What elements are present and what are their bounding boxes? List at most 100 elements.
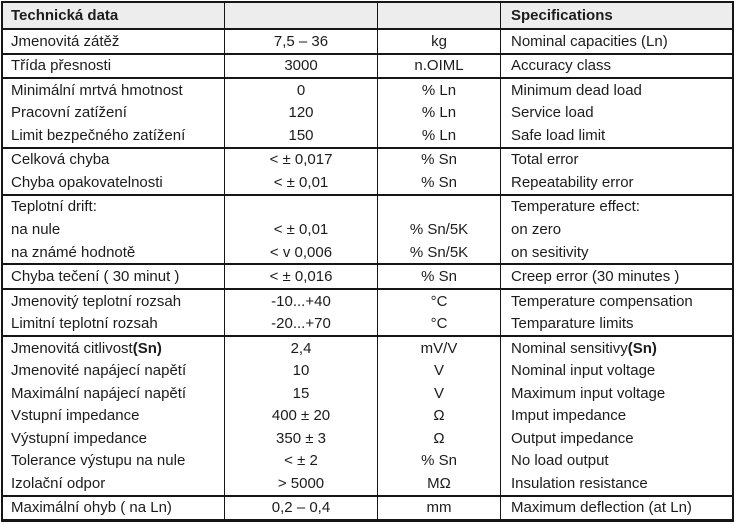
- cell-value: 400 ± 20: [225, 404, 378, 427]
- cell-unit: MΩ: [378, 472, 501, 495]
- table-row: Tolerance výstupu na nule < ± 2 % Sn No loa…: [3, 449, 732, 473]
- table-group: Jmenovitý teplotní rozsah -10...+40 °C Temp…: [3, 287, 732, 335]
- table-row: Vstupní impedance 400 ± 20 Ω Imput impedanc…: [3, 404, 732, 427]
- cell-unit-text: % Ln: [421, 126, 457, 144]
- cell-unit-text: % Sn: [421, 268, 457, 286]
- cell-english-label: Maximum input voltage: [501, 382, 732, 405]
- cell-value-text: 15: [292, 384, 310, 402]
- cell-unit: % Ln: [378, 101, 501, 125]
- header-value-column: [225, 3, 378, 28]
- cell-value: [225, 195, 378, 219]
- cell-czech-label: Jmenovité napájecí napětí: [3, 359, 225, 382]
- header-english-title: Specifications: [511, 7, 613, 24]
- cell-unit: Ω: [378, 426, 501, 450]
- cell-czech-label: Výstupní impedance: [3, 426, 225, 450]
- cell-english-label-text: Service load: [511, 104, 594, 122]
- cell-value: < ± 0,016: [225, 265, 378, 288]
- cell-unit-text: Ω: [433, 407, 445, 425]
- cell-unit-text: kg: [431, 32, 447, 50]
- cell-czech-label-text: Limit bezpečného zatížení: [11, 126, 186, 144]
- table-row: na známé hodnotě < v 0,006 % Sn/5K on sesit…: [3, 240, 732, 264]
- cell-czech-label-text: Maximální napájecí napětí: [11, 384, 187, 402]
- cell-value: > 5000: [225, 472, 378, 495]
- cell-value-text: 350 ± 3: [276, 429, 326, 447]
- cell-english-label-text: Temparature limits: [511, 315, 634, 333]
- cell-english-label-text: Insulation resistance: [511, 474, 648, 492]
- cell-czech-label: Třída přesnosti: [3, 54, 225, 78]
- cell-czech-label: Izolační odpor: [3, 472, 225, 495]
- cell-czech-label-text: Jmenovitá citlivost: [11, 339, 133, 357]
- cell-english-label: Minimum dead load: [501, 79, 732, 102]
- cell-czech-label-text: na známé hodnotě: [11, 243, 136, 261]
- cell-english-label-text: Creep error (30 minutes ): [511, 268, 680, 286]
- cell-czech-label-text: Maximální ohyb ( na Ln): [11, 499, 172, 517]
- cell-english-label: Imput impedance: [501, 404, 732, 427]
- cell-value-text: < ± 0,01: [273, 220, 329, 238]
- cell-value: 3000: [225, 54, 378, 78]
- cell-unit: kg: [378, 30, 501, 53]
- cell-english-label: Output impedance: [501, 427, 732, 450]
- cell-english-label-text: Minimum dead load: [511, 81, 642, 99]
- cell-czech-label: Jmenovitý teplotní rozsah: [3, 289, 225, 313]
- cell-czech-label: Limitní teplotní rozsah: [3, 312, 225, 335]
- cell-unit: % Sn: [378, 449, 501, 473]
- table-body: Jmenovitá zátěž 7,5 – 36 kg Nominal capacit…: [3, 28, 732, 520]
- cell-unit: V: [378, 359, 501, 382]
- cell-unit: % Sn/5K: [378, 218, 501, 241]
- cell-czech-label-text: na nule: [11, 220, 61, 238]
- cell-english-label: Safe load limit: [501, 124, 732, 147]
- cell-english-label: Temparature limits: [501, 312, 732, 335]
- cell-czech-label: Teplotní drift:: [3, 195, 225, 219]
- table-row: Jmenovitá citlivost (Sn) 2,4 mV/V Nominal s…: [3, 336, 732, 360]
- table-group: Celková chyba < ± 0,017 % Sn Total error Chy…: [3, 146, 732, 194]
- table-row: Limitní teplotní rozsah -20...+70 °C Tempar…: [3, 312, 732, 335]
- cell-unit: % Sn: [378, 148, 501, 172]
- cell-czech-label: na známé hodnotě: [3, 240, 225, 264]
- cell-czech-label-text: Pracovní zatížení: [11, 104, 127, 122]
- cell-english-label-text: Temperature effect:: [511, 198, 640, 216]
- cell-value: < ± 0,01: [225, 171, 378, 194]
- table-row: Limit bezpečného zatížení 150 % Ln Safe loa…: [3, 124, 732, 147]
- cell-english-label: No load output: [501, 450, 732, 473]
- cell-english-label: Accuracy class: [501, 55, 732, 78]
- cell-unit-text: V: [433, 384, 444, 402]
- cell-english-label-text: Nominal capacities (Ln): [511, 32, 668, 50]
- cell-value: 10: [225, 359, 378, 382]
- table-row: Pracovní zatížení 120 % Ln Service load: [3, 101, 732, 125]
- cell-english-label: Nominal capacities (Ln): [501, 30, 732, 53]
- cell-unit: % Ln: [378, 124, 501, 147]
- cell-english-label-text: Accuracy class: [511, 57, 612, 75]
- cell-unit-text: mm: [426, 499, 452, 517]
- cell-value-text: 120: [288, 104, 314, 122]
- cell-czech-label-text: Limitní teplotní rozsah: [11, 315, 158, 333]
- cell-value: -20...+70: [225, 312, 378, 335]
- cell-unit-text: MΩ: [427, 474, 451, 492]
- table-row: Jmenovité napájecí napětí 10 V Nominal inpu…: [3, 359, 732, 382]
- cell-czech-label: Pracovní zatížení: [3, 101, 225, 125]
- cell-english-label: Temperature effect:: [501, 196, 732, 219]
- cell-czech-label-text: Třída přesnosti: [11, 57, 112, 75]
- cell-value: 0,2 – 0,4: [225, 496, 378, 520]
- cell-value: 120: [225, 101, 378, 125]
- table-row: Chyba tečení ( 30 minut ) < ± 0,016 % Sn Cr…: [3, 265, 732, 288]
- cell-czech-label-text: Izolační odpor: [11, 474, 106, 492]
- cell-czech-label-bold-text: (Sn): [132, 339, 162, 357]
- cell-english-label-text: Temperature compensation: [511, 292, 693, 310]
- cell-value-text: < v 0,006: [269, 243, 333, 261]
- cell-english-label: Temperature compensation: [501, 290, 732, 313]
- cell-english-label-text: No load output: [511, 452, 609, 470]
- table-row: Třída přesnosti 3000 n.OIML Accuracy class: [3, 54, 732, 78]
- table-group: Jmenovitá citlivost (Sn) 2,4 mV/V Nominal s…: [3, 334, 732, 495]
- cell-value-text: 0,2 – 0,4: [271, 499, 331, 517]
- cell-english-label: Service load: [501, 102, 732, 125]
- cell-czech-label-text: Jmenovité napájecí napětí: [11, 362, 187, 380]
- cell-value-text: -20...+70: [271, 315, 331, 333]
- cell-unit-text: % Sn: [421, 452, 457, 470]
- cell-english-label-text: Maximum input voltage: [511, 384, 666, 402]
- cell-english-label-text: Nominal sensitivy: [511, 339, 628, 357]
- table-row: Jmenovitá zátěž 7,5 – 36 kg Nominal capacit…: [3, 30, 732, 53]
- cell-czech-label: Celková chyba: [3, 148, 225, 172]
- cell-czech-label: Jmenovitá zátěž: [3, 30, 225, 53]
- cell-unit: V: [378, 381, 501, 405]
- cell-value-text: > 5000: [277, 474, 325, 492]
